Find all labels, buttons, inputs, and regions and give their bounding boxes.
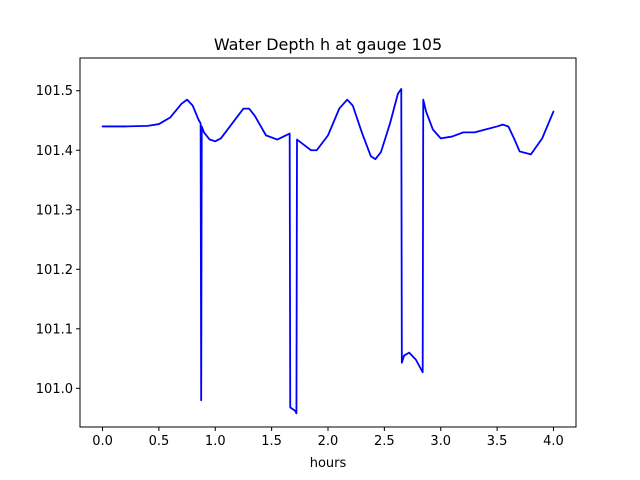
x-tick-label: 3.5 [487, 434, 508, 449]
data-series-line [101, 88, 555, 415]
x-tick-label: 1.0 [205, 434, 226, 449]
y-tick-label: 101.4 [36, 144, 73, 159]
x-tick-label: 2.5 [374, 434, 395, 449]
y-tick-label: 101.2 [36, 263, 73, 278]
plot-area: 0.0 0.5 1.0 1.5 2.0 2.5 3.0 3.5 4.0 101.0 101.1 101… [36, 57, 577, 449]
x-tick-label: 1.5 [261, 434, 282, 449]
y-tick-label: 101.5 [36, 84, 73, 99]
chart-title: Water Depth h at gauge 105 [214, 35, 442, 54]
x-tick-label: 0.5 [149, 434, 170, 449]
x-tick-label: 4.0 [543, 434, 564, 449]
x-tick-label: 3.0 [430, 434, 451, 449]
x-tick-label: 2.0 [318, 434, 339, 449]
x-tick-label: 0.0 [92, 434, 113, 449]
x-axis-label: hours [310, 456, 347, 471]
y-tick-label: 101.1 [36, 322, 73, 337]
y-tick-label: 101.3 [36, 203, 73, 218]
y-tick-label: 101.0 [36, 382, 73, 397]
